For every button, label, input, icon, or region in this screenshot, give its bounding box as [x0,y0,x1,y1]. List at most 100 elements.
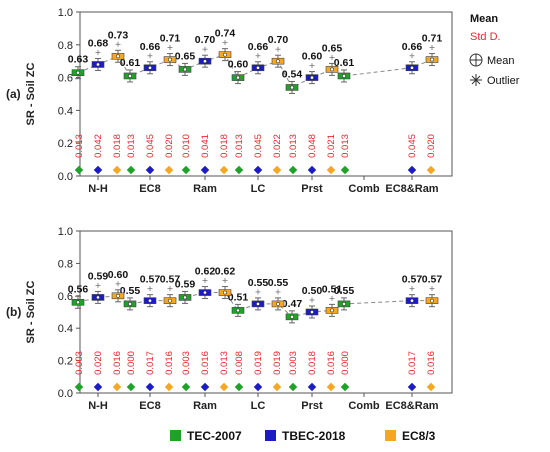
outlier-marker [275,289,281,295]
plot-frame [79,230,453,394]
sd-marker-tec-2007 [126,382,136,392]
mean-value-label: 0.70 [268,34,289,46]
mean-marker [116,293,120,298]
sd-value-label: 0.020 [164,134,175,158]
sd-value-label: 0.045 [253,134,264,158]
mean-marker [276,301,280,306]
sd-value-label: 0.017 [145,351,156,375]
mean-marker [236,308,240,313]
mean-value-label: 0.61 [120,57,141,69]
outlier-marker [329,54,335,60]
mean-marker [223,290,227,295]
sd-marker-tec-2007 [181,165,191,175]
mean-marker [236,75,240,80]
mean-marker [96,62,100,67]
side-legend: Mean Std D. Mean Outlier [469,13,520,87]
sd-marker-tbec-2018 [307,165,317,175]
mean-value-label: 0.68 [88,37,109,49]
mean-marker [148,65,152,70]
sd-marker-ec8-3 [426,165,436,175]
mean-value-label: 0.57 [160,274,181,286]
bottom-legend: TEC-2007 TBEC-2018 EC8/3 [170,429,436,443]
chart-panel-a: 0.0 0.2 0.4 0.6 0.8 1.0 SR - Soil ZC (a) N-H EC8 R… [6,7,453,195]
outlier-marker [115,281,121,287]
mean-value-label: 0.55 [334,285,355,297]
mean-marker [310,310,314,314]
sd-marker-ec8-3 [112,165,122,175]
sd-value-label: 0.013 [74,134,85,158]
mean-marker [96,295,100,300]
sd-marker-tbec-2018 [307,382,317,392]
y-tick-label: 0.2 [58,356,73,368]
mean-marker [410,298,414,303]
outlier-marker [309,297,315,303]
sd-value-label: 0.016 [112,351,123,375]
sd-marker-tbec-2018 [253,165,263,175]
mean-value-label: 0.55 [248,277,269,289]
legend-mean-title: Mean [470,13,498,25]
x-tick-label: EC8 [139,183,160,195]
legend-swatch-tbec-2018 [265,430,276,441]
legend-label: EC8/3 [402,429,436,443]
sd-value-label: 0.003 [181,351,192,375]
mean-marker [430,298,434,303]
sd-marker-tec-2007 [74,382,84,392]
outlier-marker [409,286,415,292]
y-tick-label: 1.0 [58,226,73,238]
mean-value-label: 0.51 [228,291,249,303]
y-tick-label: 0.0 [58,171,73,183]
x-tick-label: EC8&Ram [385,183,438,195]
legend-sd-title: Std D. [470,31,501,43]
sd-marker-tbec-2018 [93,165,103,175]
sd-marker-tec-2007 [126,165,136,175]
legend-label: TEC-2007 [187,429,242,443]
mean-marker [290,85,294,90]
mean-marker [430,57,434,62]
sd-value-label: 0.045 [407,134,418,158]
mean-marker [116,54,120,59]
sd-marker-tbec-2018 [407,165,417,175]
sd-value-label: 0.016 [200,351,211,375]
legend-swatch-ec8-3 [385,430,396,441]
mean-marker [310,75,314,80]
x-tick-label: Comb [348,400,379,412]
mean-value-label: 0.61 [334,57,355,69]
y-tick-label: 0.8 [58,258,73,270]
sd-marker-tec-2007 [340,382,350,392]
sd-value-label: 0.013 [234,134,245,158]
x-tick-label: LC [251,183,266,195]
y-tick-label: 0.8 [58,40,73,52]
sd-marker-ec8-3 [326,165,336,175]
mean-marker [203,59,207,64]
y-axis-label: SR - Soil ZC [25,280,37,343]
mean-value-label: 0.62 [215,266,236,278]
outlier-marker [147,286,153,292]
sd-value-label: 0.019 [253,351,264,375]
sd-value-label: 0.016 [326,351,337,375]
sd-marker-tbec-2018 [200,382,210,392]
mean-marker [76,70,80,75]
sd-marker-tbec-2018 [253,382,263,392]
sd-marker-ec8-3 [326,382,336,392]
mean-value-label: 0.70 [195,34,216,46]
sd-marker-tec-2007 [234,165,244,175]
mean-value-label: 0.71 [422,33,443,45]
mean-value-label: 0.50 [302,285,323,297]
sd-value-label: 0.045 [145,134,156,158]
sd-marker-ec8-3 [426,382,436,392]
x-tick-label: Prst [301,183,323,195]
mean-marker [183,67,187,72]
x-tick-label: Comb [348,183,379,195]
mean-value-label: 0.55 [120,285,141,297]
outlier-marker [329,295,335,301]
mean-marker [128,74,132,78]
mean-value-label: 0.65 [175,50,196,62]
panel-label: (b) [6,305,21,319]
sd-marker-ec8-3 [272,382,282,392]
mean-value-label: 0.62 [195,266,216,278]
outlier-marker [167,45,173,51]
chart-panel-b: 0.0 0.2 0.4 0.6 0.8 1.0 SR - Soil ZC (b) N-H EC8 R… [6,226,453,412]
y-tick-label: 0.6 [58,73,73,85]
outlier-marker [202,278,208,284]
